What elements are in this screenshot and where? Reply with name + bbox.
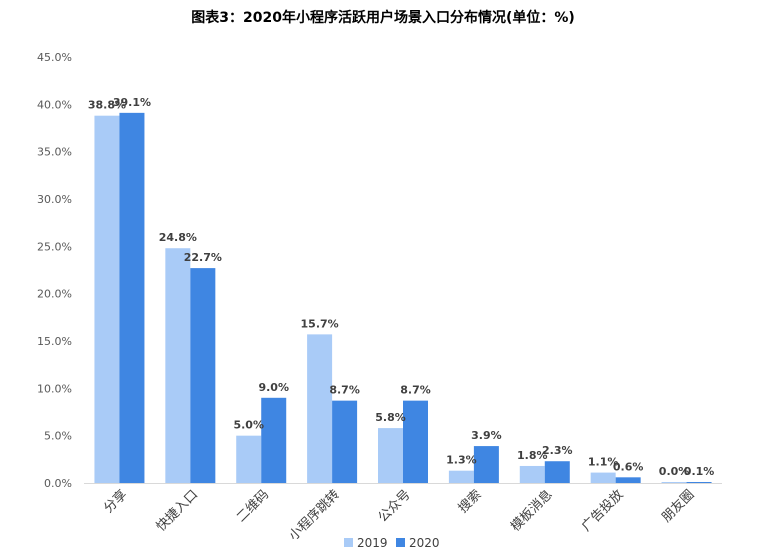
bar-2019-3 xyxy=(307,334,333,483)
y-tick-label: 0.0% xyxy=(44,477,72,490)
bar-2020-3 xyxy=(332,400,358,483)
bar-2019-7 xyxy=(590,472,616,483)
bar-2020-8 xyxy=(686,482,712,483)
bar-2019-1 xyxy=(165,248,191,483)
bar-2020-7 xyxy=(615,477,641,483)
x-tick-label: 模板消息 xyxy=(508,487,556,535)
y-tick-label: 40.0% xyxy=(37,98,72,111)
x-tick-label: 分享 xyxy=(101,487,131,517)
bar-2020-1 xyxy=(190,268,216,483)
y-tick-label: 25.0% xyxy=(37,240,72,253)
x-tick-label: 搜索 xyxy=(456,487,485,516)
y-axis: 0.0% 5.0% 10.0% 15.0% 20.0% 25.0% 30.0% 35.0% 40… xyxy=(37,51,72,490)
y-tick-label: 10.0% xyxy=(37,382,72,395)
bar-2020-5 xyxy=(473,446,499,483)
data-label: 9.0% xyxy=(258,381,289,394)
x-tick-label: 朋友圈 xyxy=(658,487,697,526)
legend-swatch-2019 xyxy=(344,538,353,547)
legend-swatch-2020 xyxy=(396,538,405,547)
data-label: 3.9% xyxy=(471,429,502,442)
bar-2019-0 xyxy=(94,115,120,484)
data-label: 1.3% xyxy=(446,454,477,467)
bar-2020-2 xyxy=(261,397,287,483)
y-tick-label: 35.0% xyxy=(37,146,72,159)
legend-label: 2020 xyxy=(409,536,440,550)
data-label: 24.8% xyxy=(159,231,197,244)
data-label: 2.3% xyxy=(542,444,573,457)
x-tick-label: 广告投放 xyxy=(578,487,626,535)
bar-2020-4 xyxy=(403,400,428,483)
data-label: 39.1% xyxy=(113,96,151,109)
bar-2020-0 xyxy=(119,112,145,483)
data-label: 8.7% xyxy=(329,384,360,397)
bar-2019-4 xyxy=(378,428,403,483)
bar-2019-2 xyxy=(236,435,262,483)
legend-label: 2019 xyxy=(357,536,388,550)
data-label: 22.7% xyxy=(184,251,222,264)
x-axis: 分享 快捷入口 二维码 小程序跳转 公众号 搜索 模板消息 广告投放 朋友圈 xyxy=(101,487,698,544)
y-tick-label: 5.0% xyxy=(44,430,72,443)
y-tick-label: 20.0% xyxy=(37,288,72,301)
data-label: 5.8% xyxy=(375,411,406,424)
data-label: 0.0% xyxy=(659,465,690,478)
y-tick-label: 45.0% xyxy=(37,51,72,64)
data-label: 0.1% xyxy=(684,465,715,478)
data-label: 38.8% xyxy=(88,99,126,112)
y-tick-label: 15.0% xyxy=(37,335,72,348)
bar-2019-6 xyxy=(519,465,545,483)
x-tick-label: 小程序跳转 xyxy=(286,487,343,544)
bar-2019-8 xyxy=(661,482,687,483)
data-label: 0.6% xyxy=(613,460,644,473)
bar-2019-5 xyxy=(448,470,474,483)
bars xyxy=(94,112,712,484)
data-label: 5.0% xyxy=(233,419,264,432)
x-tick-label: 快捷入口 xyxy=(154,487,201,534)
bar-2020-6 xyxy=(544,461,570,483)
data-label: 1.1% xyxy=(588,456,619,469)
data-label: 8.7% xyxy=(400,384,431,397)
x-tick-label: 公众号 xyxy=(376,487,414,525)
legend: 2019 2020 xyxy=(344,536,440,550)
data-label: 1.8% xyxy=(517,449,548,462)
chart-title: 图表3：2020年小程序活跃用户场景入口分布情况(单位：%) xyxy=(191,9,575,26)
y-tick-label: 30.0% xyxy=(37,193,72,206)
data-label: 15.7% xyxy=(301,317,339,330)
x-tick-label: 二维码 xyxy=(234,487,272,525)
data-labels: 38.8%39.1% 24.8% 22.7% 5.0% 9.0% 15.7% 8.7% 5.8… xyxy=(88,96,714,478)
